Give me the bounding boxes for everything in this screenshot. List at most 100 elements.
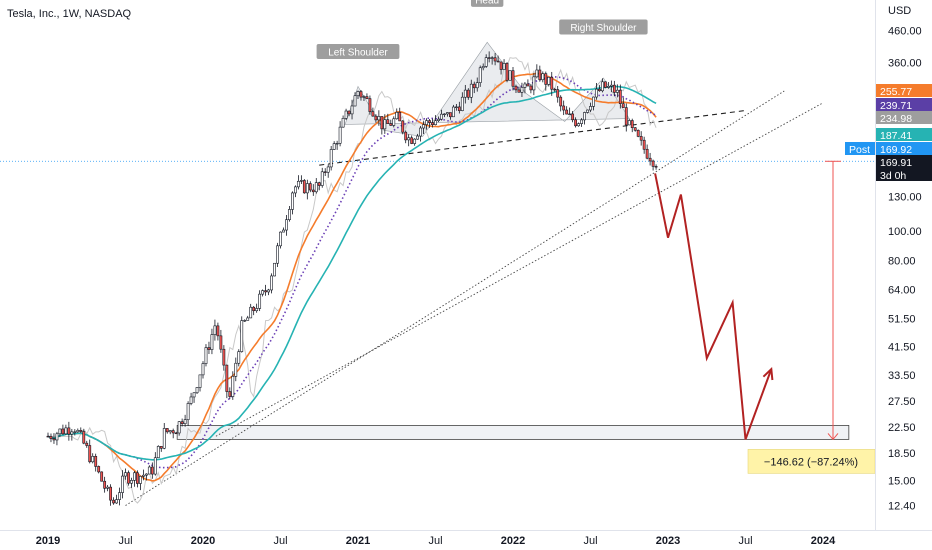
candle-body bbox=[422, 124, 425, 129]
candle-body bbox=[139, 476, 142, 484]
candle-body bbox=[419, 127, 422, 137]
candle-body bbox=[434, 120, 437, 125]
candle-body bbox=[389, 123, 393, 126]
candle-body bbox=[541, 73, 545, 81]
candle-body bbox=[413, 138, 417, 144]
candle-body bbox=[276, 245, 279, 264]
candle-body bbox=[577, 123, 580, 127]
price-badge bbox=[876, 98, 932, 111]
candle-body bbox=[636, 129, 640, 137]
candle-body bbox=[449, 112, 452, 118]
candle-body bbox=[642, 139, 646, 150]
candle-body bbox=[61, 428, 65, 435]
candle-body bbox=[451, 106, 455, 118]
measurement-label: −146.62 (−87.24%) bbox=[764, 456, 858, 468]
price-badge-text: 169.91 bbox=[880, 157, 912, 169]
candle-body bbox=[130, 480, 133, 484]
price-badge bbox=[876, 168, 932, 181]
candle-body bbox=[317, 182, 321, 186]
price-badge bbox=[876, 111, 932, 124]
price-badge-text: 234.98 bbox=[880, 113, 912, 125]
candle-body bbox=[261, 290, 265, 295]
candle-body bbox=[58, 428, 62, 435]
candle-body bbox=[79, 430, 83, 432]
candle-body bbox=[299, 180, 303, 182]
candle-body bbox=[234, 362, 238, 377]
y-tick-label: 22.50 bbox=[888, 422, 916, 434]
candle-body bbox=[153, 457, 157, 475]
candle-body bbox=[91, 456, 95, 463]
candle-body bbox=[532, 76, 536, 91]
candle-body bbox=[237, 351, 241, 364]
projection-arrow bbox=[762, 366, 774, 381]
candle-body bbox=[612, 84, 616, 93]
measurement-label-bg bbox=[747, 449, 876, 474]
ma-orange-line bbox=[47, 72, 657, 482]
candle-body bbox=[302, 180, 306, 194]
price-badge bbox=[876, 128, 932, 141]
candle-body bbox=[392, 118, 396, 126]
candle-body bbox=[159, 446, 163, 449]
candle-body bbox=[124, 472, 127, 477]
candle-body bbox=[291, 192, 294, 210]
price-badge bbox=[876, 142, 932, 155]
y-tick-label: 51.50 bbox=[888, 313, 916, 325]
candle-body bbox=[210, 334, 214, 350]
candle-body bbox=[177, 421, 181, 434]
pattern-label: Left Shoulder bbox=[328, 48, 388, 59]
candle-body bbox=[121, 475, 124, 493]
candle-body bbox=[481, 66, 485, 69]
price-badge-text: 169.92 bbox=[880, 144, 912, 156]
candle-body bbox=[457, 106, 461, 111]
candle-body bbox=[535, 69, 539, 78]
candle-body bbox=[463, 89, 467, 98]
candle-body bbox=[547, 76, 551, 85]
x-tick-label: Jul bbox=[583, 535, 597, 547]
candle-body bbox=[380, 116, 384, 130]
candle-body bbox=[460, 96, 464, 111]
post-badge-text: Post bbox=[849, 144, 870, 156]
candle-body bbox=[553, 88, 557, 91]
candle-body bbox=[428, 120, 431, 123]
candle-body bbox=[246, 317, 250, 321]
candle-body bbox=[639, 136, 643, 141]
candle-body bbox=[189, 396, 193, 404]
candle-body bbox=[523, 83, 527, 88]
candle-body bbox=[624, 107, 628, 126]
candle-body bbox=[240, 320, 244, 352]
candle-body bbox=[311, 189, 315, 193]
candle-body bbox=[654, 166, 658, 168]
candle-body bbox=[401, 120, 405, 133]
candle-body bbox=[323, 171, 327, 173]
candle-body bbox=[165, 428, 169, 433]
candle-body bbox=[550, 76, 554, 90]
candle-body bbox=[565, 109, 569, 115]
candle-body bbox=[106, 486, 110, 489]
candle-body bbox=[133, 472, 136, 481]
candle-body bbox=[282, 229, 285, 233]
candle-body bbox=[174, 432, 178, 435]
candle-body bbox=[338, 126, 342, 144]
candle-body bbox=[88, 445, 92, 463]
candle-body bbox=[586, 109, 589, 113]
x-tick-label: 2020 bbox=[191, 535, 215, 547]
candle-body bbox=[76, 430, 80, 433]
candle-body bbox=[112, 499, 115, 504]
candle-body bbox=[314, 182, 318, 193]
y-tick-label: 15.00 bbox=[888, 475, 916, 487]
measurement-arrowhead bbox=[827, 433, 839, 441]
candle-body bbox=[270, 275, 273, 291]
candle-body bbox=[46, 435, 50, 438]
candle-body bbox=[416, 135, 420, 140]
price-badge-text: 239.71 bbox=[880, 100, 912, 112]
pattern-label-bg bbox=[470, 0, 504, 7]
y-tick-label: 130.00 bbox=[888, 191, 922, 203]
candle-body bbox=[207, 347, 211, 350]
candle-body bbox=[55, 433, 59, 441]
candle-body bbox=[386, 119, 390, 124]
candle-body bbox=[490, 57, 494, 59]
candle-body bbox=[141, 474, 145, 477]
candle-body bbox=[216, 325, 220, 337]
x-tick-label: 2024 bbox=[811, 535, 836, 547]
